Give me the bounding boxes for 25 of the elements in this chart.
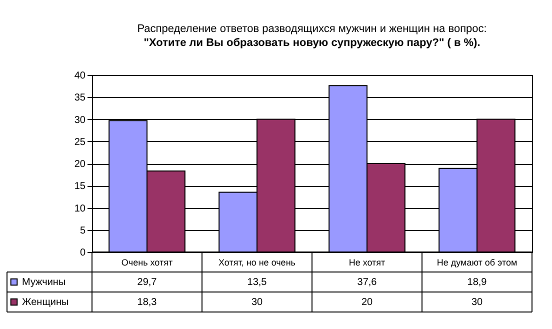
x-tick-label: Хотят, но не очень [218,258,296,268]
legend-label: Женщины [22,297,69,308]
x-tick-label: Очень хотят [121,258,173,268]
y-tick-label: 10 [74,203,86,214]
chart-subtitle: "Хотите ли Вы образовать новую супружескую пару?" ( в %). [144,37,480,49]
data-label: 37,6 [357,277,378,288]
data-label: 20 [361,297,373,308]
y-tick-label: 20 [74,159,86,170]
data-label: 29,7 [137,277,158,288]
y-tick-label: 15 [74,181,86,192]
data-label: 30 [251,297,263,308]
y-tick-label: 40 [74,70,86,82]
y-tick-label: 35 [74,92,86,104]
y-tick-label: 25 [74,136,86,148]
legend-label: Мужчины [22,277,66,288]
y-tick-label: 0 [80,248,86,258]
data-label: 18,9 [467,277,488,288]
data-label: 13,5 [247,277,268,288]
chart-title: Распределение ответов разводящихся мужчин и женщин на вопрос: [137,23,487,35]
data-label: 30 [471,297,483,308]
y-tick-label: 30 [74,114,86,126]
x-tick-label: Не хотят [348,258,386,268]
y-tick-label: 5 [80,225,86,236]
data-label: 18,3 [137,297,158,308]
x-tick-label: Не думают об этом [436,258,518,268]
